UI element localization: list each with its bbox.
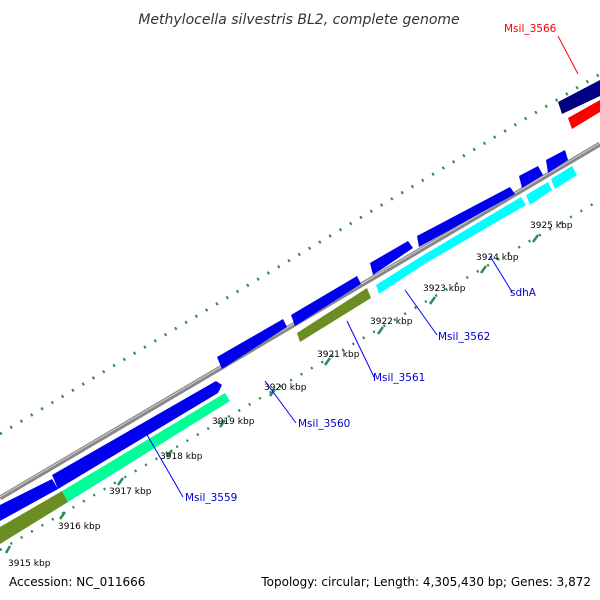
tick-labels: 3915 kbp 3916 kbp 3917 kbp 3918 kbp 3919…	[8, 221, 573, 569]
cds-feature[interactable]	[376, 256, 426, 294]
tick-label: 3920 kbp	[264, 383, 307, 393]
forward-strand-features	[0, 150, 568, 521]
gene-label-sdha[interactable]: sdhA	[510, 287, 537, 299]
gene-label-msil-3559[interactable]: Msil_3559	[185, 492, 237, 504]
cds-feature[interactable]	[291, 276, 361, 326]
cds-feature[interactable]	[52, 381, 222, 489]
highlight-callout-line	[557, 35, 579, 75]
cds-feature[interactable]	[422, 197, 526, 263]
tick-label: 3917 kbp	[109, 487, 152, 497]
cds-feature[interactable]	[417, 187, 515, 247]
cds-feature[interactable]	[526, 182, 552, 205]
major-ticks	[4, 234, 540, 554]
tick-label: 3923 kbp	[423, 284, 466, 294]
cds-feature[interactable]	[297, 288, 371, 342]
cds-feature[interactable]	[370, 241, 413, 275]
tick-label: 3919 kbp	[212, 417, 255, 427]
tick-label: 3924 kbp	[476, 253, 519, 263]
tick-label: 3921 kbp	[317, 350, 360, 360]
gene-label-msil-3566[interactable]: Msil_3566	[504, 23, 557, 35]
tick-label: 3922 kbp	[370, 317, 413, 327]
gene-callout-lines	[145, 255, 513, 498]
gene-label-msil-3560[interactable]: Msil_3560	[298, 418, 350, 430]
tick-label: 3918 kbp	[160, 452, 203, 462]
outer-dotted-guide	[0, 72, 600, 436]
gene-label-msil-3562[interactable]: Msil_3562	[438, 331, 490, 343]
highlighted-gene-reverse[interactable]	[568, 100, 600, 129]
cds-feature[interactable]	[551, 166, 577, 189]
cds-feature[interactable]	[546, 150, 568, 173]
reverse-strand-features	[0, 166, 577, 544]
tick-label: 3916 kbp	[58, 522, 101, 532]
cds-feature[interactable]	[62, 393, 230, 502]
gene-labels: Msil_3559 Msil_3560 Msil_3561 Msil_3562 …	[185, 23, 557, 504]
accession-text: Accession: NC_011666	[9, 575, 146, 589]
cds-feature[interactable]	[0, 479, 58, 521]
cds-feature[interactable]	[0, 491, 68, 544]
cds-feature[interactable]	[519, 166, 543, 188]
genome-title: Methylocella silvestris BL2, complete ge…	[138, 12, 459, 28]
cds-feature[interactable]	[217, 319, 287, 369]
gene-label-msil-3561[interactable]: Msil_3561	[373, 372, 425, 384]
genome-summary-text: Topology: circular; Length: 4,305,430 bp…	[261, 575, 591, 589]
tick-label: 3925 kbp	[530, 221, 573, 231]
highlighted-gene-forward[interactable]	[558, 80, 600, 114]
tick-label: 3915 kbp	[8, 559, 51, 569]
